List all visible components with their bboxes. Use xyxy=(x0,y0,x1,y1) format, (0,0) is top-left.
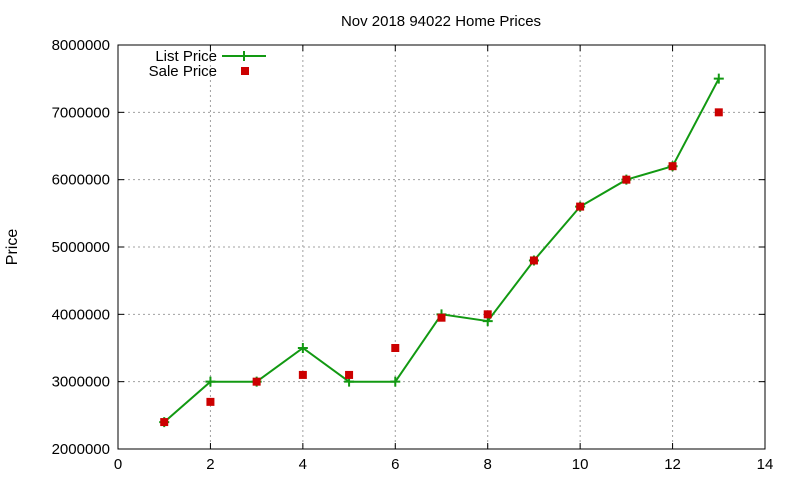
sale-price-point xyxy=(714,108,723,117)
sale-price-point xyxy=(437,313,446,322)
legend-label-list-price: List Price xyxy=(155,48,217,65)
sale-price-point xyxy=(576,202,585,211)
y-tick-label: 2000000 xyxy=(52,441,110,458)
y-tick-label: 3000000 xyxy=(52,374,110,391)
y-axis-label: Price xyxy=(4,229,21,266)
x-tick-label: 12 xyxy=(664,456,681,473)
series-layer xyxy=(159,73,724,428)
y-tick-label: 8000000 xyxy=(52,37,110,54)
sale-price-point xyxy=(345,370,354,379)
x-tick-label: 10 xyxy=(572,456,589,473)
legend-label-sale-price: Sale Price xyxy=(149,63,217,80)
x-tick-label: 8 xyxy=(484,456,492,473)
x-tick-label: 4 xyxy=(299,456,307,473)
sale-price-point xyxy=(391,344,400,352)
y-tick-label: 5000000 xyxy=(52,239,110,256)
legend-plus-marker-icon xyxy=(239,51,249,61)
sale-price-point xyxy=(622,175,631,184)
y-tick-label: 4000000 xyxy=(52,306,110,323)
list-price-point xyxy=(713,73,724,84)
sale-price-point xyxy=(160,418,169,427)
series-line-list-price xyxy=(163,78,720,423)
x-tick-label: 6 xyxy=(391,456,399,473)
plot-frame xyxy=(117,44,766,450)
list-price-point xyxy=(297,343,308,353)
grid xyxy=(118,45,765,449)
y-tick-label: 6000000 xyxy=(52,172,110,189)
sale-price-point xyxy=(529,256,538,265)
sale-price-point xyxy=(206,397,215,406)
list-price-point xyxy=(390,376,401,387)
list-price-point xyxy=(205,376,216,387)
x-tick-label: 0 xyxy=(114,456,122,473)
sale-price-point xyxy=(298,370,307,379)
y-tick-label: 7000000 xyxy=(52,104,110,121)
chart-title: Nov 2018 94022 Home Prices xyxy=(341,13,541,30)
sale-price-point xyxy=(483,310,492,319)
x-tick-label: 2 xyxy=(206,456,214,473)
legend-square-marker-icon xyxy=(241,67,249,75)
axis-ticks: 0 2 4 6 8 10 12 14 2000000 3000000 4000000 5000000 6… xyxy=(52,37,774,473)
sale-price-point xyxy=(668,162,677,171)
sale-price-point xyxy=(252,377,261,386)
legend: List Price Sale Price xyxy=(149,48,266,80)
x-tick-label: 14 xyxy=(757,456,774,473)
